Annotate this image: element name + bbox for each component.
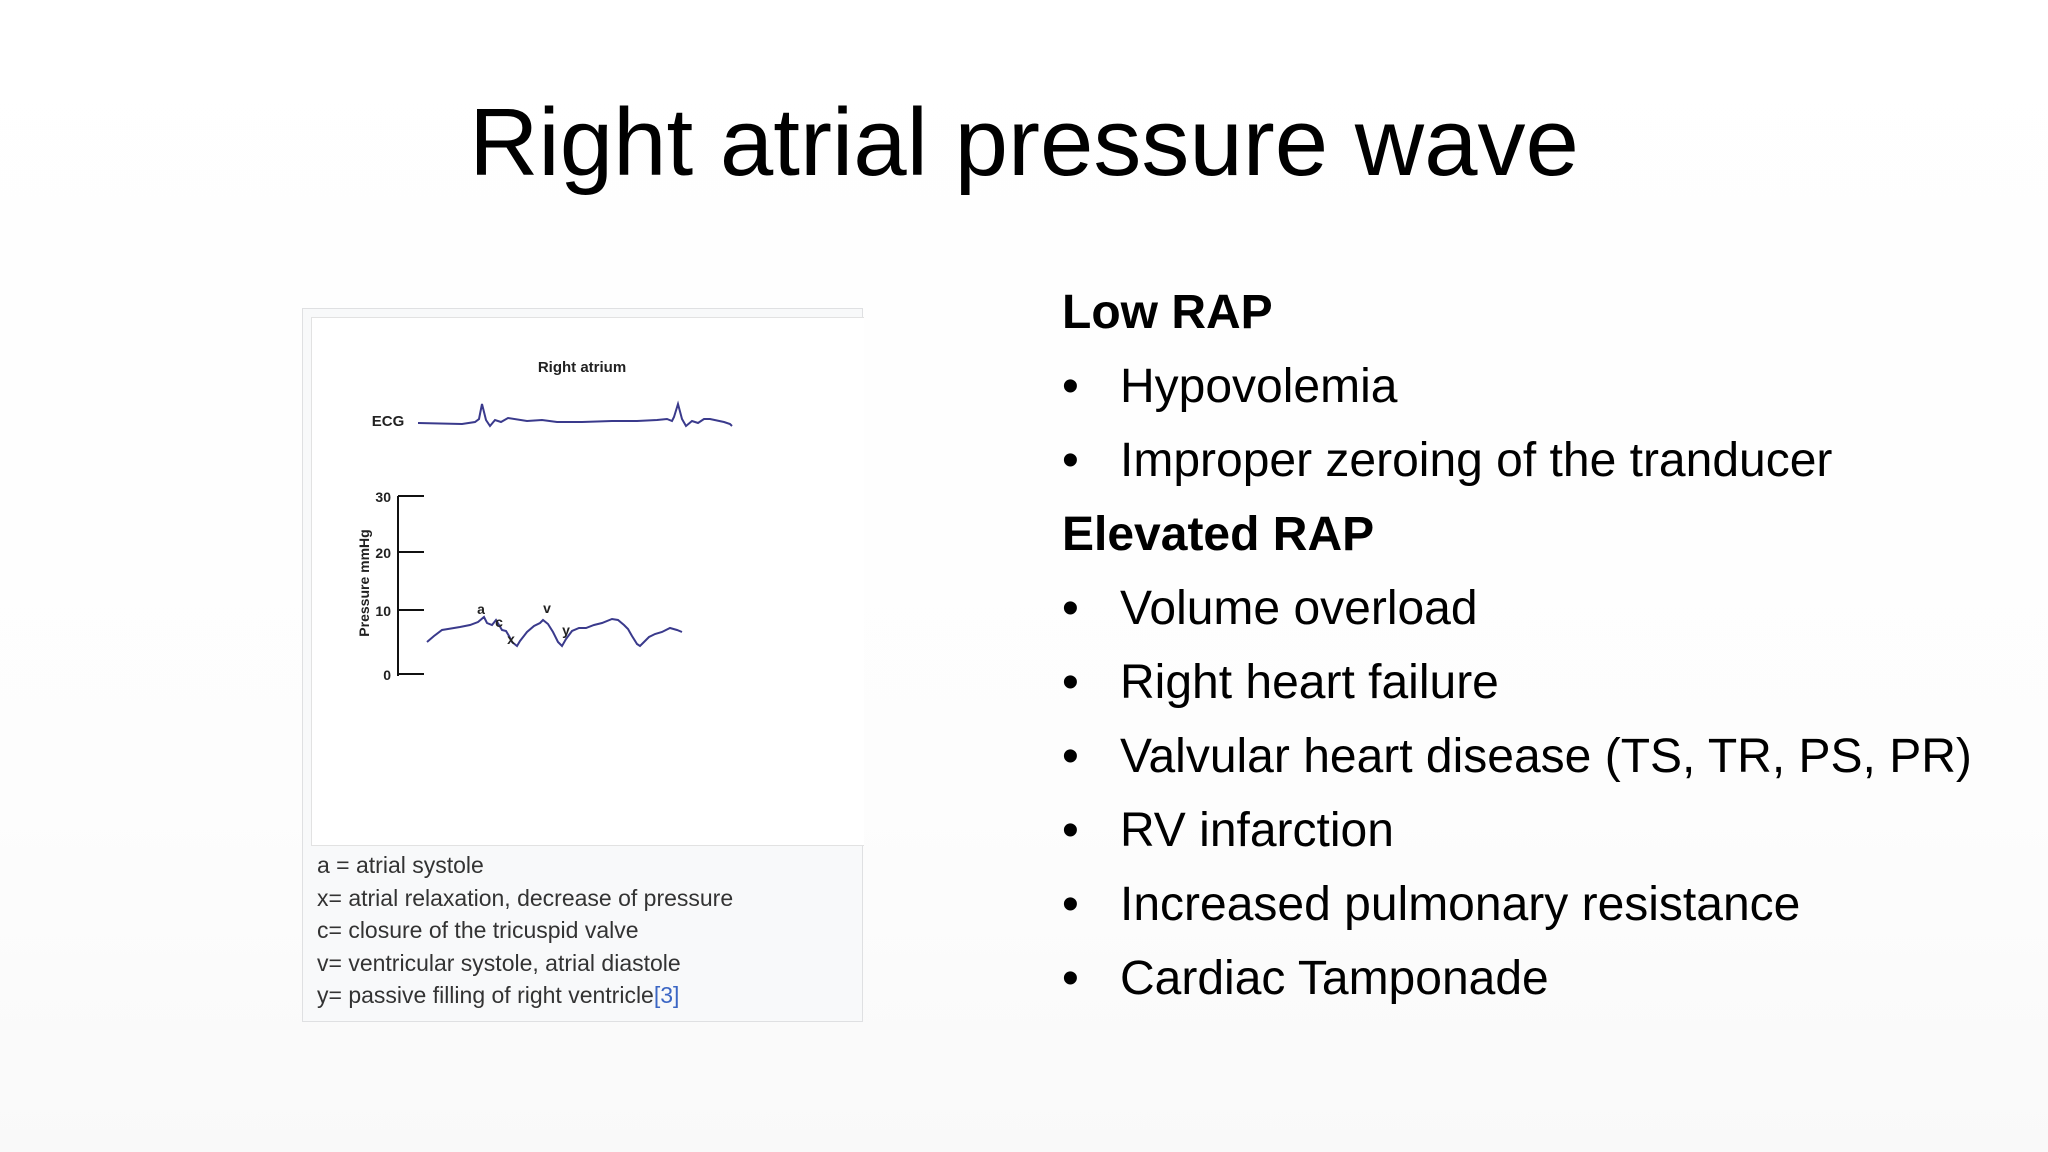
- bullet-item: • Valvular heart disease (TS, TR, PS, PR): [1062, 720, 2002, 794]
- wave-label-y: y: [562, 622, 570, 638]
- caption-line: x= atrial relaxation, decrease of pressu…: [317, 884, 734, 911]
- bullet-text: Valvular heart disease (TS, TR, PS, PR): [1120, 730, 1972, 783]
- bullet-dot: •: [1062, 730, 1079, 783]
- bullet-dot: •: [1062, 434, 1079, 487]
- caption-line: a = atrial systole: [317, 852, 484, 878]
- bullet-text: Hypovolemia: [1120, 360, 1398, 413]
- figure-caption: a = atrial systole x= atrial relaxation,…: [317, 849, 857, 1012]
- pressure-trace: [426, 615, 683, 648]
- low-rap-heading: Low RAP: [1062, 286, 1273, 339]
- y-tick-label-10: 10: [375, 603, 391, 619]
- bullet-item: • Volume overload: [1062, 572, 2002, 646]
- bullet-dot: •: [1062, 582, 1079, 635]
- right-atrium-figure: Right atrium ECG 30 20 10 0 Pressure mmH…: [302, 308, 864, 1022]
- bullet-item: • Cardiac Tamponade: [1062, 942, 2002, 1016]
- bullet-text: Increased pulmonary resistance: [1120, 878, 1801, 931]
- bullet-item: • Right heart failure: [1062, 646, 2002, 720]
- caption-line: c= closure of the tricuspid valve: [317, 917, 639, 943]
- y-axis-label: Pressure mmHg: [356, 529, 372, 636]
- bullet-dot: •: [1062, 360, 1079, 413]
- caption-line: v= ventricular systole, atrial diastole: [317, 949, 681, 976]
- ecg-label: ECG: [372, 413, 405, 430]
- bullet-item: • Increased pulmonary resistance: [1062, 868, 2002, 942]
- caption-last-text: y= passive filling of right ventricle: [317, 982, 654, 1008]
- wave-label-c: c: [495, 614, 503, 630]
- pressure-wave-diagram: Right atrium ECG 30 20 10 0 Pressure mmH…: [311, 317, 864, 846]
- bullet-text: Right heart failure: [1120, 656, 1499, 709]
- bullet-text: Improper zeroing of the tranducer: [1120, 434, 1833, 487]
- elevated-rap-heading: Elevated RAP: [1062, 508, 1375, 561]
- bullet-dot: •: [1062, 952, 1079, 1005]
- y-tick-label-0: 0: [383, 667, 391, 683]
- bullet-item: • Improper zeroing of the tranducer: [1062, 424, 2002, 498]
- ecg-trace: [417, 400, 733, 428]
- bullet-text: RV infarction: [1120, 804, 1394, 857]
- bullet-text: Volume overload: [1120, 582, 1478, 635]
- citation-link[interactable]: [3]: [653, 982, 680, 1008]
- rap-causes-list: Low RAP • Hypovolemia • Improper zeroing o…: [1062, 276, 2002, 1016]
- pressure-wave-svg: Right atrium ECG 30 20 10 0 Pressure mmH…: [356, 359, 733, 683]
- bullet-dot: •: [1062, 656, 1079, 709]
- bullet-text: Cardiac Tamponade: [1120, 952, 1549, 1005]
- y-tick-label-20: 20: [375, 545, 391, 561]
- slide-title: Right atrial pressure wave: [469, 89, 1579, 196]
- bullet-dot: •: [1062, 878, 1079, 931]
- bullet-item: • Hypovolemia: [1062, 350, 2002, 424]
- wave-label-v: v: [543, 600, 551, 616]
- wave-label-x: x: [507, 631, 515, 647]
- bullet-item: • RV infarction: [1062, 794, 2002, 868]
- panel-title: Right atrium: [538, 359, 626, 376]
- y-tick-label-30: 30: [375, 489, 391, 505]
- wave-label-a: a: [477, 601, 485, 617]
- caption-line-last: y= passive filling of right ventricle[3]: [317, 979, 857, 1012]
- bullet-dot: •: [1062, 804, 1079, 857]
